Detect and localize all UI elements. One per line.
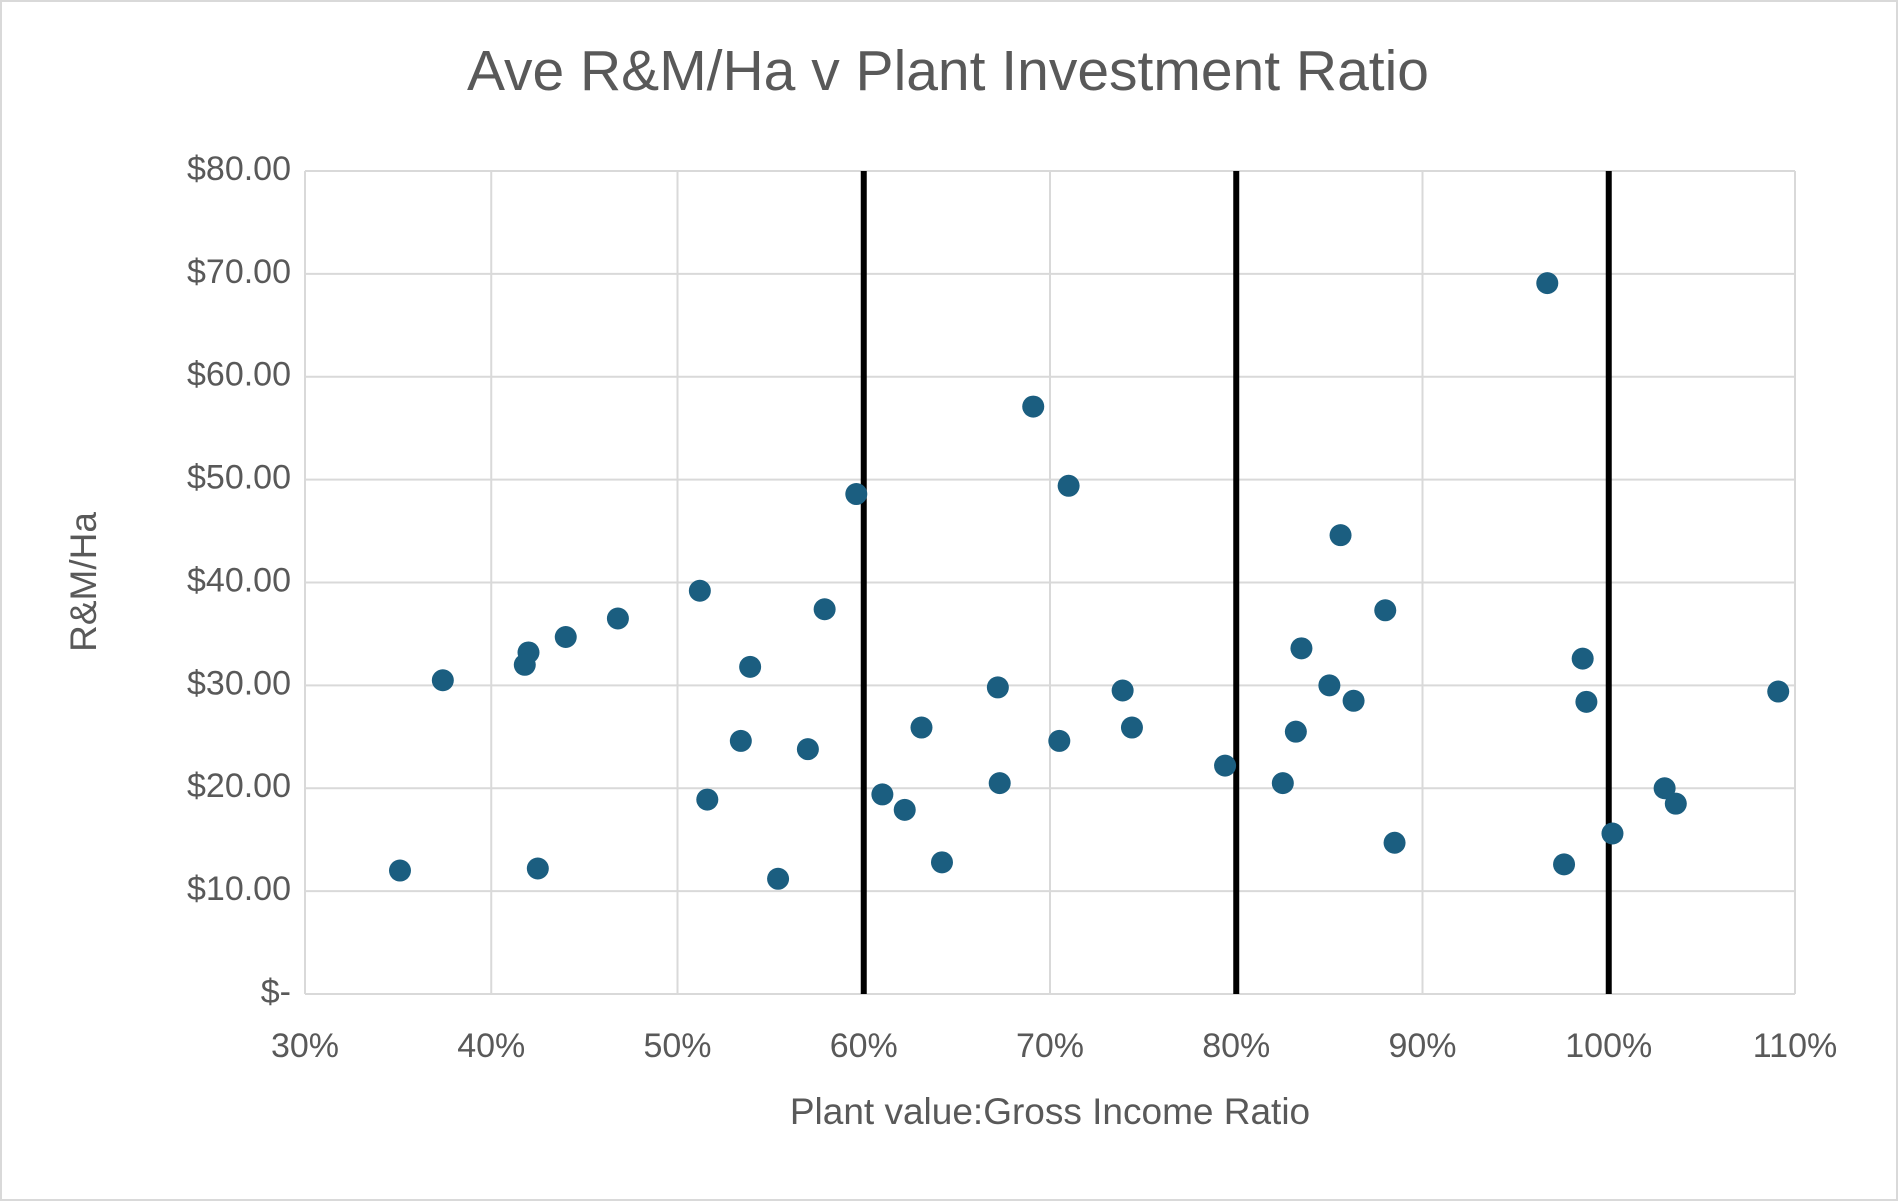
data-point (606, 607, 629, 630)
data-point (1342, 689, 1365, 712)
x-tick-label: 100% (1565, 1027, 1652, 1065)
data-point (431, 669, 454, 692)
data-point (845, 483, 868, 506)
data-point (986, 676, 1009, 699)
data-point (796, 738, 819, 761)
x-axis-title: Plant value:Gross Income Ratio (790, 1091, 1310, 1132)
x-tick-label: 80% (1202, 1027, 1270, 1065)
data-point (526, 857, 549, 880)
data-point (1653, 777, 1676, 800)
data-point (871, 783, 894, 806)
data-point (1553, 853, 1576, 876)
data-point (1271, 772, 1294, 795)
data-point (813, 598, 836, 621)
y-tick-label: $80.00 (187, 150, 291, 188)
data-point (930, 851, 953, 874)
y-axis-title: R&M/Ha (63, 512, 104, 652)
data-point (1111, 679, 1134, 702)
data-point (1214, 754, 1237, 777)
x-tick-label: 40% (457, 1027, 525, 1065)
data-point (1057, 474, 1080, 497)
x-tick-label: 90% (1388, 1027, 1456, 1065)
data-point (1318, 674, 1341, 697)
y-tick-label: $20.00 (187, 767, 291, 805)
data-point (696, 788, 719, 811)
data-point (554, 626, 577, 649)
data-point (893, 798, 916, 821)
data-point (1767, 680, 1790, 703)
data-point (1329, 524, 1352, 547)
data-point (988, 772, 1011, 795)
data-point (1383, 831, 1406, 854)
y-tick-label: $30.00 (187, 664, 291, 702)
data-point (1022, 395, 1045, 418)
y-tick-label: $70.00 (187, 253, 291, 291)
data-point (1120, 716, 1143, 739)
chart-title: Ave R&M/Ha v Plant Investment Ratio (467, 39, 1429, 103)
data-point (1571, 647, 1594, 670)
data-point (910, 716, 933, 739)
data-point (1284, 720, 1307, 743)
data-point (1575, 690, 1598, 713)
data-point (767, 867, 790, 890)
x-tick-label: 30% (271, 1027, 339, 1065)
data-point (1536, 272, 1559, 295)
data-point (388, 859, 411, 882)
y-tick-label: $60.00 (187, 356, 291, 394)
data-point (1601, 822, 1624, 845)
data-point (688, 579, 711, 602)
data-point (513, 653, 536, 676)
y-tick-label: $10.00 (187, 870, 291, 908)
data-point (1374, 599, 1397, 622)
y-tick-label: $40.00 (187, 561, 291, 599)
x-tick-label: 60% (830, 1027, 898, 1065)
x-tick-label: 70% (1016, 1027, 1084, 1065)
y-tick-label: $50.00 (187, 459, 291, 497)
data-point (1664, 792, 1687, 815)
data-point (729, 729, 752, 752)
x-tick-label: 110% (1753, 1027, 1837, 1065)
x-tick-label: 50% (643, 1027, 711, 1065)
y-tick-label: $- (261, 973, 291, 1011)
data-point (1048, 729, 1071, 752)
data-point (1290, 637, 1313, 660)
data-point (739, 655, 762, 678)
